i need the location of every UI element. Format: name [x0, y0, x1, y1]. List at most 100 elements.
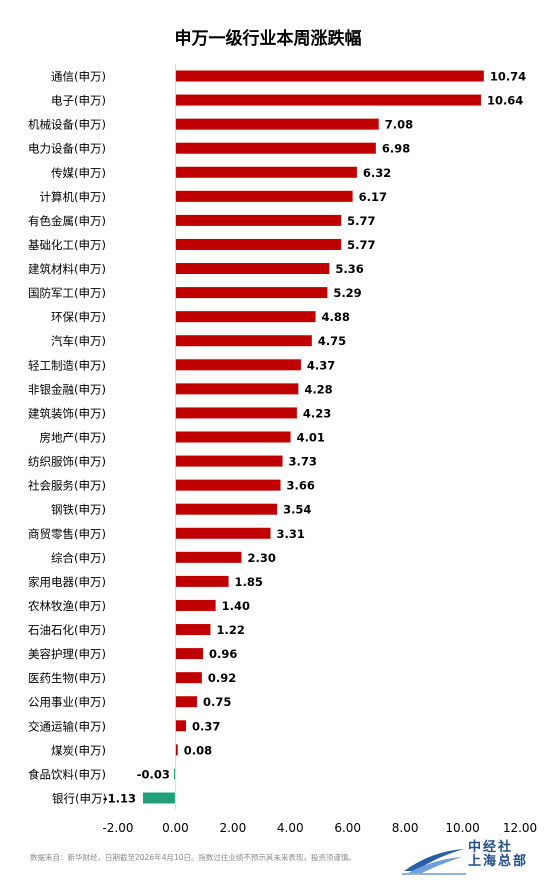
value-label: 3.54 [283, 503, 311, 517]
category-label: 家用电器(申万) [28, 575, 106, 589]
bar [175, 166, 357, 178]
value-label: 5.77 [347, 238, 375, 252]
bar [175, 696, 197, 708]
value-label: 5.36 [335, 262, 363, 276]
bar [175, 359, 301, 371]
category-label: 房地产(申万) [40, 431, 106, 445]
bar [175, 190, 353, 202]
category-label: 计算机(申万) [40, 190, 106, 204]
x-tick-label: 12.00 [503, 821, 537, 835]
bar [175, 503, 278, 515]
bar [175, 575, 229, 587]
value-label: 10.74 [490, 70, 526, 84]
bar [175, 335, 312, 347]
value-label: 10.64 [487, 94, 523, 108]
value-label: 0.96 [209, 647, 237, 661]
category-label: 电力设备(申万) [28, 142, 106, 156]
category-label: 建筑装饰(申万) [28, 406, 106, 420]
bars-layer [142, 70, 484, 804]
value-label: 4.28 [304, 382, 332, 396]
category-label: 农林牧渔(申万) [28, 599, 106, 613]
value-label: 2.30 [247, 551, 275, 565]
category-label: 国防军工(申万) [28, 286, 106, 300]
logo-line2: 上海总部 [468, 853, 529, 869]
bar [175, 287, 328, 299]
bar [175, 479, 281, 491]
x-tick-label: 4.00 [277, 821, 304, 835]
value-label: 0.37 [192, 719, 220, 733]
value-label: 0.75 [203, 695, 231, 709]
category-label: 食品饮料(申万) [28, 767, 106, 781]
category-label: 环保(申万) [51, 310, 106, 324]
bar [175, 407, 297, 419]
bar [175, 455, 283, 467]
bar [175, 672, 202, 684]
value-label: 5.29 [333, 286, 361, 300]
source-note: 数据来自：新华财经，日期截至2026年4月10日。指数过往业绩不预示其未来表现，… [30, 853, 356, 862]
value-label: 4.75 [318, 334, 346, 348]
value-label: 3.73 [289, 455, 317, 469]
value-label: 6.32 [363, 166, 391, 180]
x-tick-label: 6.00 [334, 821, 361, 835]
value-label: 4.88 [322, 310, 350, 324]
category-label: 通信(申万) [51, 70, 106, 84]
value-label: 5.77 [347, 214, 375, 228]
bar [175, 383, 299, 395]
value-label: 7.08 [385, 118, 413, 132]
category-label: 钢铁(申万) [51, 503, 106, 517]
category-label: 煤炭(申万) [51, 743, 106, 757]
bar [175, 624, 211, 636]
category-label: 石油石化(申万) [28, 623, 106, 637]
category-label: 轻工制造(申万) [28, 358, 106, 372]
bar [175, 118, 379, 130]
x-tick-label: 8.00 [392, 821, 419, 835]
value-label: 0.08 [184, 743, 212, 757]
category-label: 医药生物(申万) [28, 671, 106, 685]
bar [175, 551, 242, 563]
value-label: 0.92 [208, 671, 236, 685]
bar [175, 744, 178, 756]
value-label: 4.01 [297, 431, 325, 445]
category-label: 交通运输(申万) [28, 719, 106, 733]
value-label: 1.22 [216, 623, 244, 637]
category-label: 建筑材料(申万) [28, 262, 106, 276]
category-label: 纺织服饰(申万) [28, 455, 106, 469]
bar [175, 720, 187, 732]
value-labels: 10.74 10.64 7.08 6.98 6.32 6.17 5.77 5.77 5.36 5.… [103, 70, 526, 806]
logo-swoosh-icon [402, 849, 466, 875]
bar [175, 648, 203, 660]
bar [175, 599, 216, 611]
x-tick-label: 2.00 [219, 821, 246, 835]
logo-line1: 中经社 [468, 840, 514, 855]
category-label: 汽车(申万) [51, 334, 106, 348]
category-label: 商贸零售(申万) [28, 527, 106, 541]
category-label: 有色金属(申万) [28, 214, 106, 228]
value-label: 3.31 [276, 527, 304, 541]
category-label: 美容护理(申万) [28, 647, 106, 661]
category-labels: 通信(申万) 电子(申万) 机械设备(申万) 电力设备(申万) 传媒(申万) 计算机(申万… [28, 70, 107, 806]
value-label: 6.17 [359, 190, 387, 204]
bar [175, 311, 316, 323]
x-tick-label: 10.00 [445, 821, 479, 835]
category-label: 基础化工(申万) [28, 238, 106, 252]
value-label: 4.37 [307, 358, 335, 372]
category-label: 机械设备(申万) [28, 118, 106, 132]
value-label: -1.13 [103, 792, 136, 806]
bar [175, 431, 291, 443]
bar [175, 238, 342, 250]
bar [142, 792, 176, 804]
category-label: 非银金融(申万) [28, 382, 106, 396]
value-label: 1.40 [222, 599, 250, 613]
x-tick-label: -2.00 [102, 821, 133, 835]
bar [175, 214, 342, 226]
value-label: 4.23 [303, 406, 331, 420]
value-label: 1.85 [235, 575, 263, 589]
x-tick-label: 0.00 [162, 821, 189, 835]
chart-title: 申万一级行业本周涨跌幅 [175, 28, 362, 49]
value-label: 3.66 [287, 479, 315, 493]
x-axis-tick-labels: -2.00 0.00 2.00 4.00 6.00 8.00 10.00 12.00 [102, 821, 537, 835]
value-label: -0.03 [137, 767, 170, 781]
category-label: 银行(申万) [52, 792, 107, 806]
category-label: 综合(申万) [51, 551, 106, 565]
